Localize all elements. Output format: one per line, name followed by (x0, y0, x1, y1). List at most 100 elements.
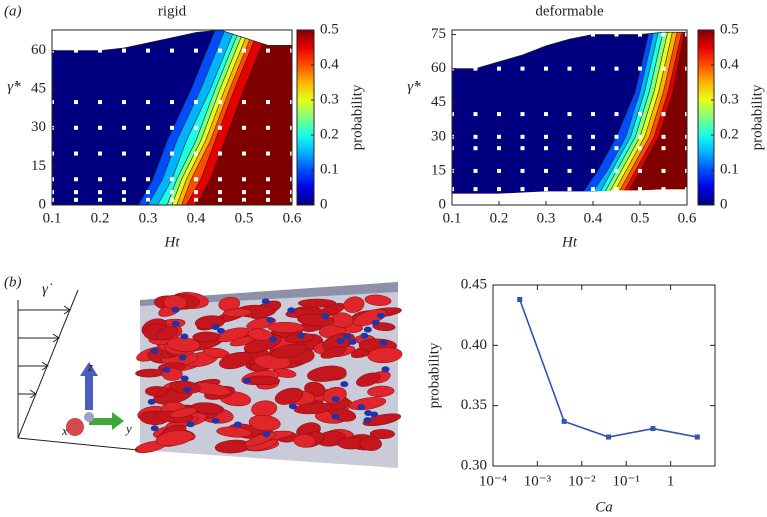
sample-point (614, 168, 619, 173)
data-point (517, 296, 523, 302)
contour-line (195, 30, 269, 205)
rigid-particle (266, 317, 275, 324)
y-tick-label: 30 (431, 128, 446, 144)
sample-point (473, 146, 478, 151)
red-cell (155, 326, 179, 341)
sample-point (74, 197, 78, 202)
red-cell (191, 402, 225, 415)
sample-point (661, 112, 666, 117)
y-tick-label: 45 (431, 94, 446, 110)
x-tick-label: 0.5 (631, 210, 650, 226)
rigid-particle (262, 431, 271, 438)
x-axis-label: Ht (164, 234, 181, 250)
sample-point (98, 197, 102, 202)
sample-point (122, 125, 126, 130)
contours (573, 32, 687, 194)
sample-point (638, 112, 642, 117)
sample-point (146, 125, 150, 130)
sample-point (170, 190, 174, 195)
sample-point (266, 190, 270, 195)
x-tick-label: 0.2 (490, 210, 509, 226)
sample-point (497, 134, 501, 139)
sample-point (74, 177, 78, 182)
sample-point (544, 187, 548, 192)
x-tick-label: 0.6 (283, 210, 302, 226)
sample-point (194, 125, 198, 130)
red-cell (367, 385, 395, 398)
axis-label: y (124, 421, 132, 436)
red-cell (322, 386, 347, 404)
y-tick-label: 15 (431, 162, 446, 178)
domain-edge (452, 31, 687, 70)
sample-point (544, 168, 548, 173)
rigid-particle (357, 403, 366, 410)
sample-point (614, 32, 619, 37)
red-cell (170, 407, 197, 418)
sample-point (122, 151, 126, 156)
x-tick-label: 0.4 (187, 210, 206, 226)
y-tick-label: 75 (431, 26, 446, 42)
y-axis-label: γ̇* (407, 79, 421, 95)
axis-label: x (61, 423, 68, 438)
colorbar-tick-label: 0.2 (720, 126, 739, 142)
rigid-particle (233, 421, 242, 428)
sample-point (638, 66, 642, 71)
sample-point (242, 100, 246, 105)
x-tick-label: 0.3 (537, 210, 556, 226)
sample-point (218, 197, 222, 202)
contour-line (186, 30, 259, 205)
profile-base (17, 437, 139, 451)
sample-point (122, 48, 126, 53)
rigid-particle (297, 332, 306, 339)
sample-point (98, 100, 102, 105)
x-tick-label: 0.6 (678, 210, 697, 226)
contour-line (620, 32, 685, 194)
chart-title: deformable (535, 3, 604, 19)
rigid-particle (331, 413, 340, 420)
x-axis-label: Ht (561, 234, 578, 250)
data-point (561, 418, 567, 424)
red-cell (216, 426, 252, 438)
red-cell (362, 413, 402, 427)
x-axis-label: Ca (595, 499, 613, 515)
red-cell (356, 372, 381, 387)
colorbar-tick-label: 0.3 (320, 91, 339, 107)
sample-point (661, 168, 666, 173)
rigid-particle (321, 313, 330, 320)
sample-point (638, 146, 642, 151)
sample-point (218, 48, 222, 53)
sample-point (122, 100, 126, 105)
contour-line (157, 30, 235, 205)
data-point (650, 426, 656, 432)
rigid-particle (147, 398, 156, 405)
sample-point (661, 66, 666, 71)
colorbar-label: probability (749, 84, 765, 150)
sample-point (638, 134, 642, 139)
sample-point (473, 66, 478, 71)
sample-point (591, 112, 595, 117)
sample-point (194, 190, 198, 195)
sample-point (170, 100, 174, 105)
rigid-particle (381, 366, 390, 373)
rigid-particle (340, 381, 349, 388)
contour-line (171, 30, 245, 205)
data-point (694, 434, 700, 440)
sample-point (170, 151, 174, 156)
sample-point (74, 125, 78, 130)
sample-point (567, 187, 572, 192)
contour-line (181, 30, 254, 205)
sample-point (194, 48, 198, 53)
sample-point (567, 134, 572, 139)
sample-point (614, 112, 619, 117)
y-axis-label: γ̇* (7, 79, 21, 95)
contour-line (592, 32, 660, 194)
rigid-particle (171, 306, 180, 313)
rigid-particle (211, 324, 220, 331)
rigid-particle (288, 403, 297, 410)
sample-point (218, 177, 222, 182)
sample-point (218, 151, 222, 156)
sample-point (520, 146, 525, 151)
sample-point (146, 197, 150, 202)
sample-point (170, 197, 174, 202)
rigid-particle (268, 336, 277, 343)
